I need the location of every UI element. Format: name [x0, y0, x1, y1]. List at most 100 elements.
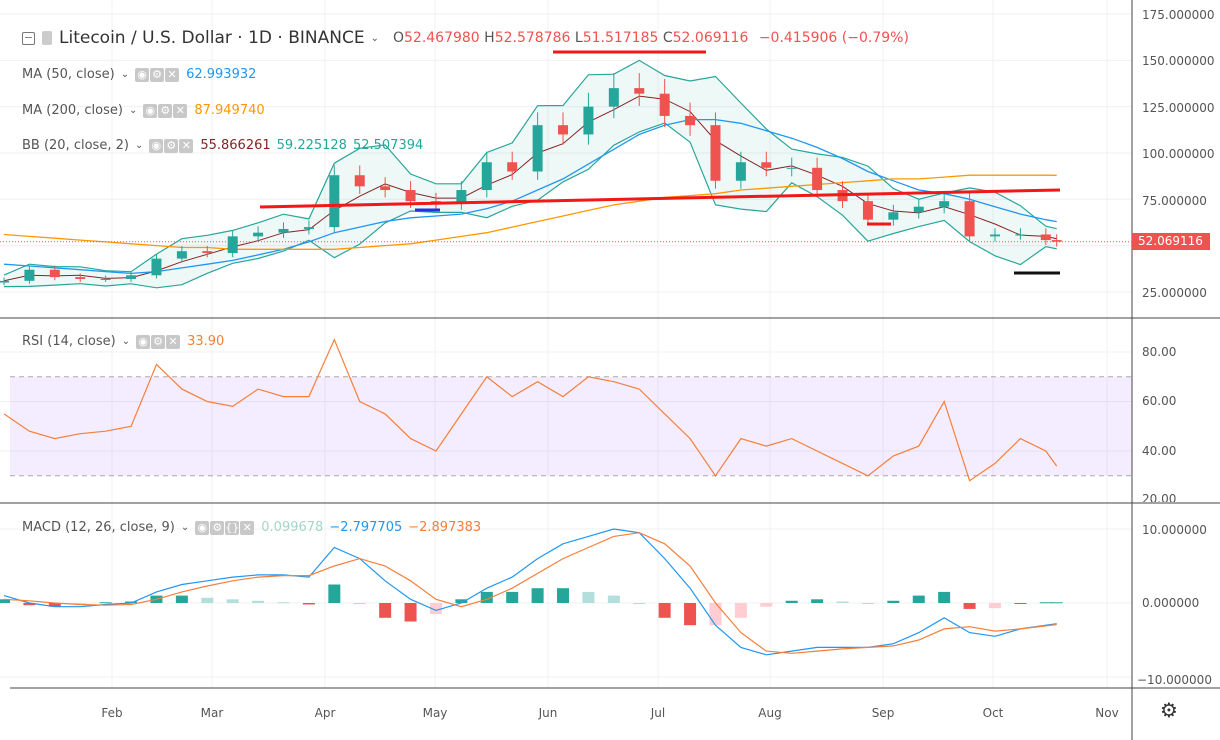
- rsi-label[interactable]: RSI (14, close): [22, 334, 116, 349]
- candle: [558, 125, 569, 135]
- candle: [507, 162, 518, 172]
- macd-histogram-bar: [785, 600, 798, 603]
- time-tick: Oct: [982, 706, 1004, 720]
- chevron-down-icon[interactable]: ⌄: [120, 69, 130, 80]
- macd-histogram-bar: [607, 595, 620, 603]
- candle: [456, 190, 467, 204]
- eye-icon[interactable]: ◉: [195, 521, 210, 535]
- gear-icon[interactable]: ⚙: [150, 68, 165, 82]
- source-code-icon[interactable]: {}: [225, 521, 240, 535]
- rsi-tick: 20.00: [1142, 492, 1177, 502]
- macd-label[interactable]: MACD (12, 26, close, 9): [22, 520, 175, 535]
- eye-icon[interactable]: ◉: [136, 335, 151, 349]
- eye-icon[interactable]: ◉: [149, 139, 164, 153]
- close-icon[interactable]: ✕: [165, 68, 180, 82]
- macd-histogram-bar: [734, 603, 747, 618]
- change-value: −0.415906 (−0.79%): [758, 30, 909, 46]
- macd-histogram-bar: [429, 603, 442, 615]
- symbol-logo-icon: [42, 31, 52, 45]
- gear-icon[interactable]: ⚙: [164, 139, 179, 153]
- macd-histogram-bar: [226, 599, 239, 603]
- time-tick: Jul: [650, 706, 666, 720]
- macd-tick: 10.000000: [1142, 523, 1207, 537]
- macd-histogram-bar: [48, 603, 61, 607]
- macd-histogram-bar: [912, 595, 925, 603]
- macd-histogram-bar: [938, 591, 951, 603]
- bb-label[interactable]: BB (20, close, 2): [22, 138, 129, 153]
- chevron-down-icon[interactable]: ⌄: [180, 522, 190, 533]
- price-tick: 75.000000: [1142, 194, 1207, 208]
- candle: [75, 277, 86, 279]
- candle: [0, 280, 9, 283]
- candle: [100, 278, 111, 280]
- gear-icon[interactable]: ⚙: [1160, 698, 1178, 722]
- candle: [786, 167, 797, 169]
- price-tick: 25.000000: [1142, 286, 1207, 300]
- candle: [49, 269, 60, 278]
- macd-histogram-bar: [988, 603, 1001, 609]
- close-icon[interactable]: ✕: [173, 104, 188, 118]
- macd-histogram-bar: [353, 603, 366, 604]
- candle: [862, 201, 873, 220]
- macd-histogram-bar: [760, 603, 773, 607]
- candle: [812, 167, 823, 191]
- macd-histogram-bar: [201, 597, 214, 603]
- macd-histogram-bar: [506, 591, 519, 603]
- gear-icon[interactable]: ⚙: [158, 104, 173, 118]
- candle: [405, 190, 416, 202]
- time-tick: Sep: [871, 706, 895, 720]
- chevron-down-icon[interactable]: ⌄: [128, 105, 138, 116]
- chevron-down-icon[interactable]: ⌄: [370, 32, 379, 44]
- ma50-label[interactable]: MA (50, close): [22, 67, 115, 82]
- eye-icon[interactable]: ◉: [135, 68, 150, 82]
- candle: [126, 275, 137, 279]
- chevron-down-icon[interactable]: ⌄: [121, 336, 131, 347]
- candle: [583, 106, 594, 135]
- candle: [151, 258, 162, 276]
- macd-histogram-bar: [480, 591, 493, 603]
- macd-histogram-bar: [836, 601, 849, 603]
- macd-tick: −10.000000: [1137, 673, 1212, 687]
- time-tick: Aug: [758, 706, 782, 720]
- macd-legend: MACD (12, 26, close, 9) ⌄ ◉ ⚙{} ✕ 0.099678 …: [22, 520, 481, 535]
- trendline-drawing: [259, 188, 1061, 209]
- symbol-title[interactable]: Litecoin / U.S. Dollar · 1D · BINANCE: [59, 28, 365, 48]
- macd-histogram-bar: [684, 603, 697, 626]
- price-tick: 100.000000: [1142, 147, 1215, 161]
- macd-histogram-bar: [0, 599, 10, 603]
- gear-icon[interactable]: ⚙: [151, 335, 166, 349]
- candle: [354, 175, 365, 187]
- macd-histogram-bar: [1039, 602, 1052, 604]
- rsi-tick: 60.00: [1142, 394, 1177, 408]
- ma200-label[interactable]: MA (200, close): [22, 103, 123, 118]
- collapse-icon[interactable]: −: [22, 30, 35, 45]
- macd-histogram-bar: [175, 595, 188, 603]
- ma50-value: 62.993932: [186, 67, 257, 82]
- candle: [303, 227, 314, 229]
- rsi-value: 33.90: [187, 334, 225, 349]
- close-icon[interactable]: ✕: [240, 521, 255, 535]
- ma200-legend: MA (200, close) ⌄ ◉ ⚙ ✕ 87.949740: [22, 103, 265, 118]
- time-tick: Jun: [538, 706, 558, 720]
- low-value: 51.517185: [582, 30, 659, 46]
- candle: [735, 162, 746, 181]
- gear-icon[interactable]: ⚙: [210, 521, 225, 535]
- macd-histogram-bar: [531, 588, 544, 603]
- candle: [710, 125, 721, 181]
- price-tick: 125.000000: [1142, 101, 1215, 115]
- open-value: 52.467980: [404, 30, 480, 46]
- candle: [532, 125, 543, 172]
- eye-icon[interactable]: ◉: [143, 104, 158, 118]
- candle: [634, 88, 645, 94]
- candle: [913, 206, 924, 213]
- macd-histogram-bar: [582, 591, 595, 603]
- price-tick: 150.000000: [1142, 54, 1215, 68]
- candle: [278, 228, 289, 233]
- rsi-line: [3, 338, 1058, 482]
- candle: [1051, 240, 1062, 242]
- close-icon[interactable]: ✕: [179, 139, 194, 153]
- close-icon[interactable]: ✕: [166, 335, 181, 349]
- macd-histogram-bar: [252, 600, 265, 603]
- chevron-down-icon[interactable]: ⌄: [134, 140, 144, 151]
